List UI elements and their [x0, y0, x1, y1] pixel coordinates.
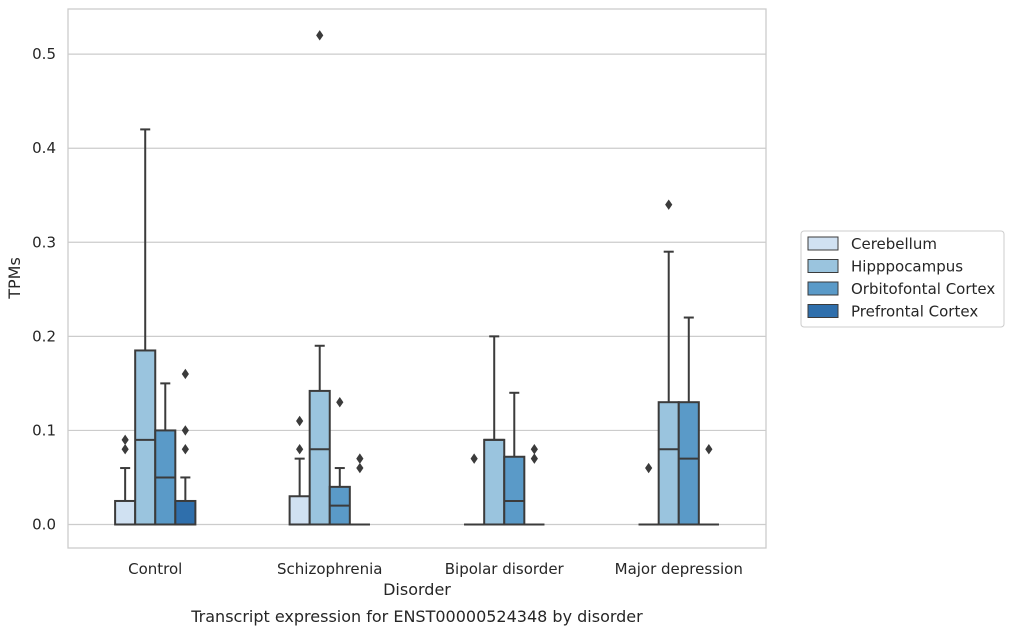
legend-entry: Hipppocampus [851, 258, 963, 276]
box-group [677, 316, 700, 526]
legend-swatch [807, 281, 839, 296]
x-axis-label: Disorder [383, 580, 451, 599]
y-tick-label: 0.4 [32, 139, 56, 157]
outlier-point [530, 444, 538, 455]
chart-caption: Transcript expression for ENST0000052434… [190, 607, 643, 626]
boxes [114, 30, 719, 526]
outlier-point [665, 199, 673, 210]
y-tick-label: 0.5 [32, 45, 56, 63]
outlier-point [356, 462, 364, 474]
legend-frame [800, 230, 1005, 328]
box-group [328, 396, 351, 526]
y-tick-label: 0.2 [32, 327, 56, 345]
outlier-point [296, 444, 304, 455]
outlier-point [181, 368, 189, 380]
outlier-point [181, 444, 189, 455]
x-tick-label: Schizophrenia [277, 560, 382, 578]
box [114, 499, 137, 526]
outlier-point [530, 453, 538, 464]
outlier-point [316, 30, 324, 41]
legend-swatch [807, 304, 839, 318]
box-group [464, 453, 485, 526]
outlier-point [336, 396, 344, 408]
box [174, 499, 197, 526]
legend-swatch [807, 259, 839, 273]
box-group [154, 382, 177, 526]
outlier-point [181, 425, 189, 436]
x-tick-label: Major depression [615, 560, 743, 578]
box-group [308, 30, 331, 526]
box [677, 401, 700, 526]
outlier-point [296, 415, 304, 427]
y-tick-label: 0.0 [32, 515, 56, 533]
outlier-point [705, 444, 713, 455]
box-group [698, 444, 719, 526]
outlier-point [121, 444, 129, 455]
box-group [114, 434, 137, 526]
box-group [503, 391, 526, 526]
outlier-point [356, 453, 364, 464]
y-tick-labels: 0.0 0.1 0.2 0.3 0.4 0.5 [32, 45, 56, 533]
legend-entry: Prefrontal Cortex [851, 303, 978, 321]
box [288, 495, 311, 526]
box-group [524, 444, 545, 526]
box-group [174, 368, 197, 526]
legend-entry: Orbitofontal Cortex [851, 280, 995, 298]
box [308, 389, 331, 526]
outlier-point [470, 453, 478, 464]
x-tick-labels: Control Schizophrenia Bipolar disorder Majo… [128, 560, 743, 578]
y-axis-label: TPMs [5, 257, 24, 300]
box-group [349, 453, 370, 526]
box-group [288, 415, 311, 526]
box [134, 349, 157, 526]
x-tick-label: Bipolar disorder [445, 560, 565, 578]
legend: Cerebellum Hipppocampus Orbitofontal Corte… [800, 230, 1005, 328]
legend-swatch [807, 236, 839, 251]
y-tick-label: 0.1 [32, 421, 56, 439]
outlier-point [121, 434, 129, 446]
y-tick-label: 0.3 [32, 233, 56, 251]
box [483, 438, 506, 526]
outlier-point [645, 462, 653, 474]
box [503, 455, 526, 526]
plot-area [67, 8, 767, 549]
box [657, 401, 680, 526]
box-group [134, 128, 157, 526]
box-group [657, 199, 680, 526]
box-group [638, 462, 659, 526]
x-tick-label: Control [128, 560, 182, 578]
legend-entry: Cerebellum [851, 235, 937, 253]
